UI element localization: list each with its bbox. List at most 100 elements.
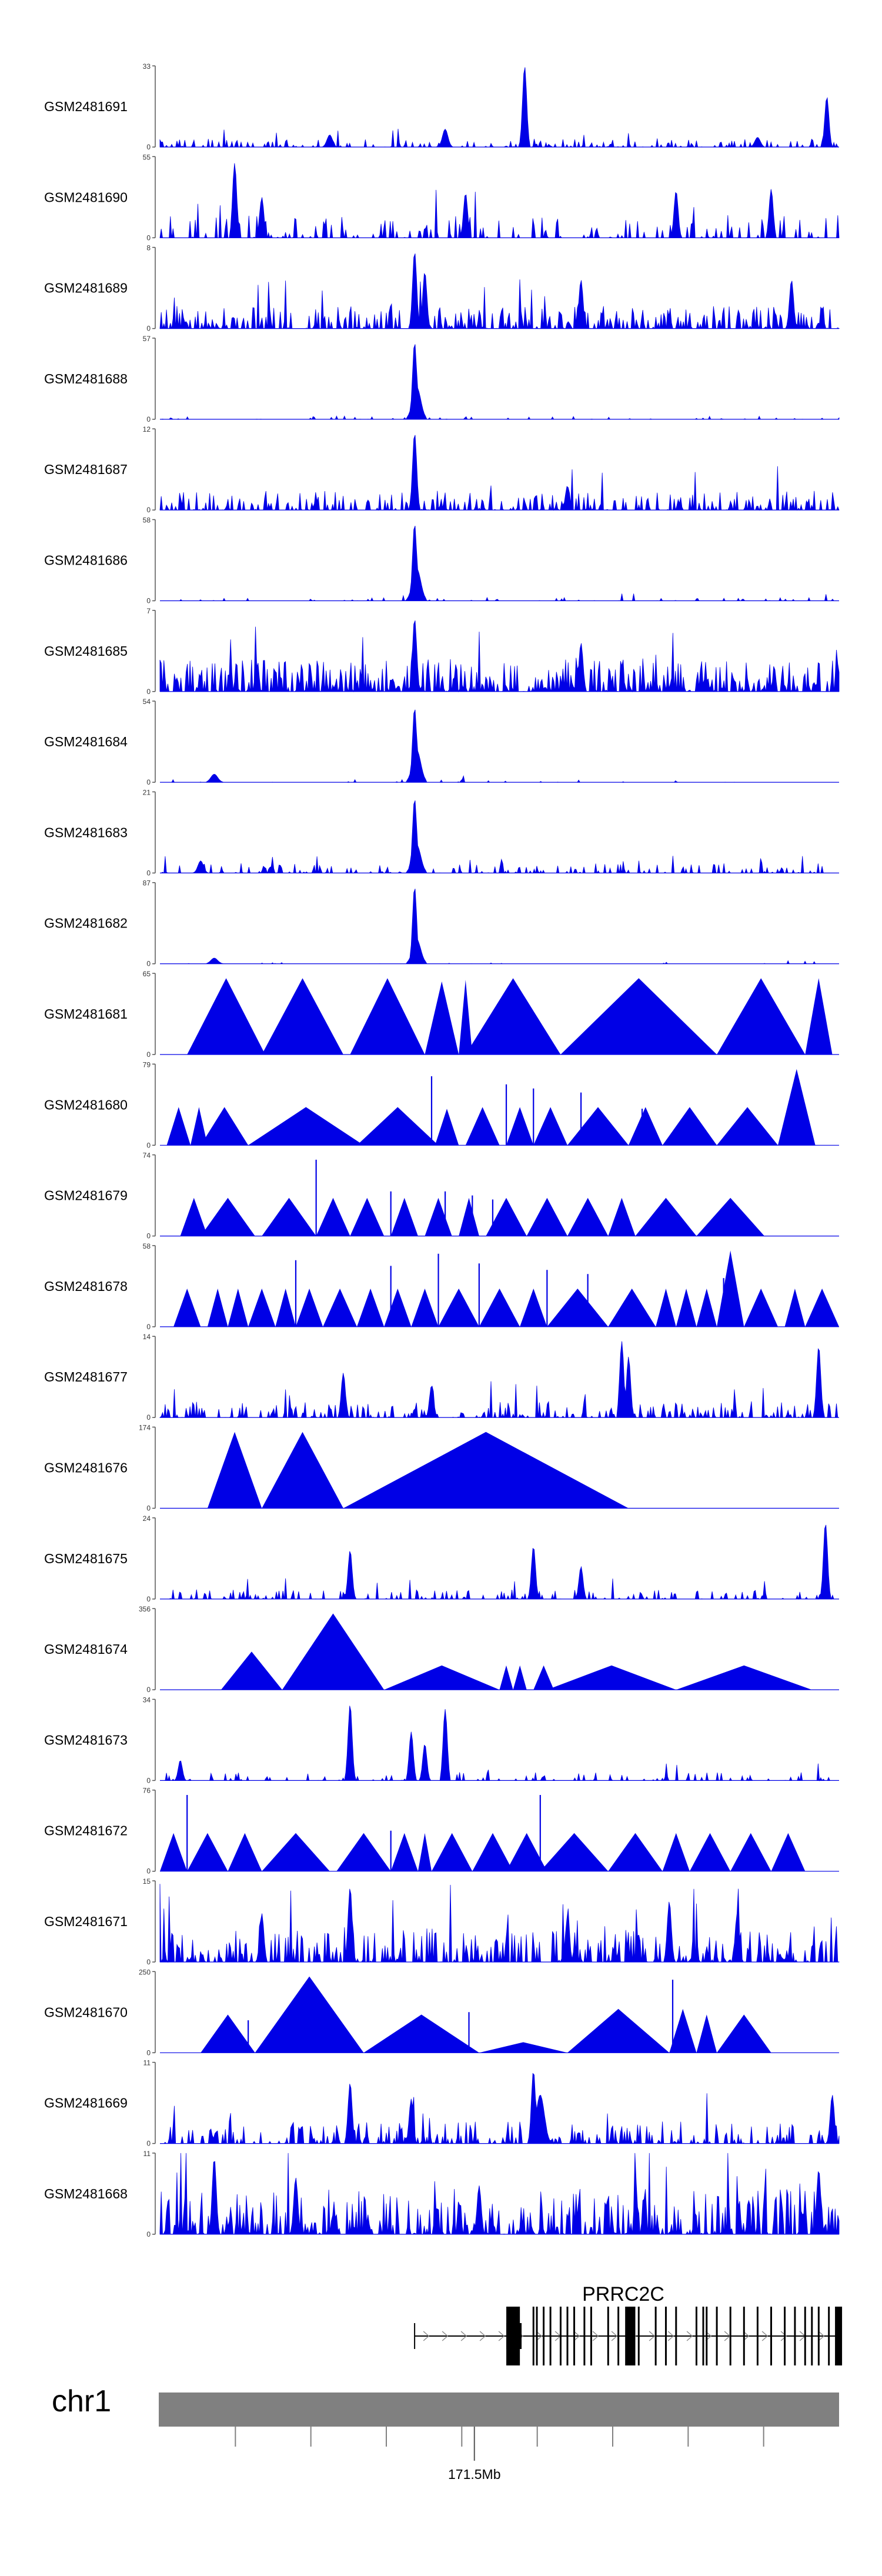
strand-arrow [592, 2331, 599, 2341]
track-label: GSM2481689 [44, 281, 128, 296]
coverage-triangle [479, 1289, 520, 1327]
coverage-area [160, 889, 839, 965]
track-GSM2481676: GSM2481676 174 0 [44, 1424, 839, 1513]
track-label: GSM2481678 [44, 1279, 128, 1294]
coverage-triangle [275, 1289, 296, 1327]
y-axis-min-label: 0 [146, 1504, 151, 1513]
coverage-triangle [784, 1289, 806, 1327]
y-axis-max-label: 76 [143, 1787, 151, 1795]
coverage-triangle [778, 1069, 816, 1146]
strand-arrow [743, 2331, 750, 2341]
coverage-triangle [662, 1833, 690, 1871]
track-GSM2481669: GSM2481669 11 0 [44, 2059, 840, 2148]
track-GSM2481680: GSM2481680 79 0 [44, 1060, 839, 1149]
y-axis-min-label: 0 [146, 778, 151, 786]
track-label: GSM2481686 [44, 553, 128, 568]
y-axis-max-label: 33 [143, 62, 151, 71]
track-label: GSM2481673 [44, 1732, 128, 1747]
coverage-triangle [187, 978, 265, 1055]
track-label: GSM2481677 [44, 1369, 128, 1384]
strand-arrow [611, 2331, 618, 2341]
track-label: GSM2481672 [44, 1823, 128, 1838]
y-axis-min-label: 0 [146, 960, 151, 968]
coverage-area [160, 2073, 840, 2145]
coverage-triangle [296, 1289, 323, 1327]
coverage-triangle [316, 1197, 350, 1236]
track-label: GSM2481688 [44, 371, 128, 386]
coverage-triangle [160, 1833, 188, 1871]
coverage-triangle [191, 1107, 208, 1146]
track-GSM2481673: GSM2481673 34 0 [44, 1696, 839, 1784]
coverage-triangle [323, 1289, 357, 1327]
coverage-triangle [166, 1107, 191, 1146]
gene-exon [716, 2307, 718, 2365]
track-GSM2481690: GSM2481690 55 0 [44, 153, 840, 242]
gene-exon [637, 2307, 640, 2365]
track-label: GSM2481679 [44, 1188, 128, 1203]
coverage-area [159, 67, 840, 148]
gene-exon [784, 2307, 786, 2365]
coverage-triangle [207, 1432, 262, 1509]
coverage-triangle [417, 1833, 432, 1871]
track-label: GSM2481674 [44, 1641, 128, 1657]
track-label: GSM2481681 [44, 1006, 128, 1022]
coverage-triangle [805, 1289, 839, 1327]
coverage-triangle [390, 1197, 418, 1236]
gene-exon [828, 2307, 830, 2365]
strand-arrow [780, 2331, 787, 2341]
gene-exon [695, 2307, 697, 2365]
coverage-triangle [390, 1833, 418, 1871]
y-axis-max-label: 12 [143, 425, 151, 433]
y-axis-max-label: 7 [146, 607, 151, 615]
coverage-triangle [513, 1665, 527, 1690]
coverage-triangle [465, 1107, 500, 1146]
gene-exon [566, 2307, 569, 2365]
y-axis-max-label: 58 [143, 1242, 151, 1250]
y-axis-min-label: 0 [146, 688, 151, 696]
coverage-triangle [533, 1107, 567, 1146]
strand-arrow [573, 2331, 580, 2341]
track-label: GSM2481670 [44, 2004, 128, 2020]
coverage-triangle [635, 1197, 697, 1236]
coverage-triangle [717, 978, 806, 1055]
track-GSM2481688: GSM2481688 57 0 [44, 335, 840, 423]
gene-exon [607, 2307, 609, 2365]
y-axis-max-label: 57 [143, 335, 151, 343]
coverage-area [160, 525, 839, 602]
track-GSM2481685: GSM2481685 7 0 [44, 607, 840, 696]
y-axis-max-label: 65 [143, 970, 151, 978]
coverage-triangle [696, 1197, 764, 1236]
strand-arrow [423, 2331, 430, 2341]
gene-exon [590, 2307, 592, 2365]
gene-exon [543, 2307, 545, 2365]
y-axis-max-label: 11 [143, 2059, 151, 2067]
coverage-triangle [465, 978, 561, 1055]
chromosome-name: chr1 [52, 2384, 111, 2418]
track-label: GSM2481687 [44, 462, 128, 477]
coverage-triangle [343, 1432, 629, 1509]
track-GSM2481686: GSM2481686 58 0 [44, 516, 839, 605]
coverage-triangle [187, 1833, 228, 1871]
track-label: GSM2481685 [44, 643, 128, 659]
coverage-triangle [336, 1833, 391, 1871]
coverage-triangle [771, 1833, 806, 1871]
coverage-triangle [567, 1107, 629, 1146]
gene-model: PRRC2C [414, 2283, 843, 2365]
coverage-triangle [459, 980, 473, 1055]
y-axis-max-label: 74 [143, 1152, 151, 1160]
y-axis-max-label: 8 [146, 244, 151, 252]
coverage-area [159, 253, 840, 329]
track-label: GSM2481669 [44, 2095, 128, 2111]
y-axis-min-label: 0 [146, 597, 151, 605]
coverage-triangle [717, 2014, 771, 2053]
y-axis-min-label: 0 [146, 1141, 151, 1149]
coverage-triangle [282, 1613, 385, 1690]
coverage-triangle [255, 1976, 364, 2053]
y-axis-max-label: 11 [143, 2150, 151, 2158]
coverage-triangle [547, 1289, 609, 1327]
y-axis-max-label: 174 [139, 1424, 151, 1432]
coverage-triangle [608, 1833, 663, 1871]
gene-exon [532, 2307, 534, 2365]
coverage-triangle [472, 1833, 513, 1871]
coverage-triangle [506, 1107, 534, 1146]
